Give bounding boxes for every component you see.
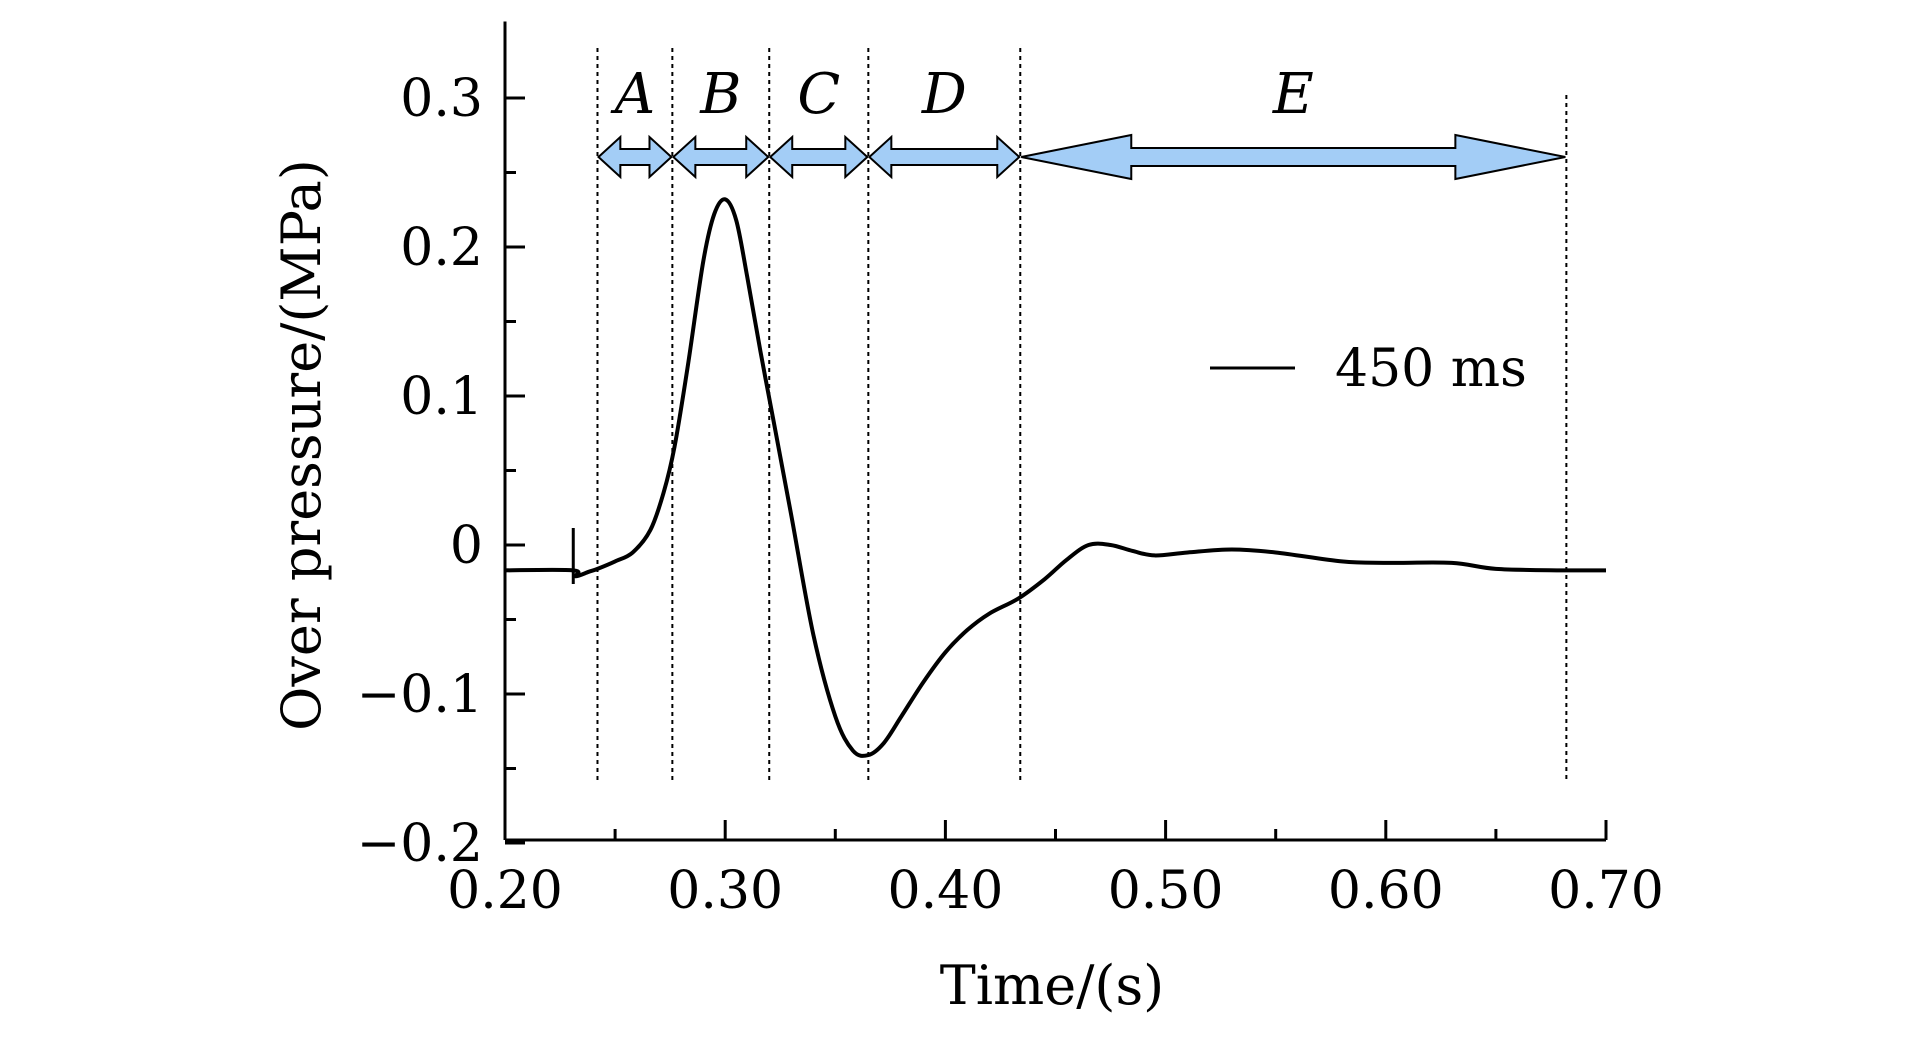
x-tick-label: 0.50 <box>1108 861 1224 921</box>
phase-label-b: B <box>699 62 741 127</box>
x-tick-label: 0.30 <box>667 861 783 921</box>
legend: 450 ms <box>1210 339 1527 399</box>
phase-arrow-d <box>867 134 1021 180</box>
axis-ticks: 0.20 0.30 0.40 0.50 0.60 0.70 −0.2 −0.1 0 0.1 0.2 0… <box>357 69 1664 921</box>
legend-label: 450 ms <box>1335 339 1527 399</box>
y-tick-label: 0.2 <box>400 218 483 278</box>
y-tick-label: 0 <box>450 516 483 576</box>
phase-label-c: C <box>797 62 840 127</box>
phase-arrows <box>597 133 1566 181</box>
phase-arrow-b <box>671 134 770 180</box>
y-axis-title: Over pressure/(MPa) <box>270 159 333 731</box>
phase-arrow-c <box>768 134 869 180</box>
y-tick-label: 0.1 <box>400 367 483 427</box>
x-axis-title: Time/(s) <box>940 954 1165 1017</box>
phase-arrow-e <box>1021 133 1566 181</box>
series-layer <box>504 197 1607 758</box>
phase-arrow-a <box>597 134 673 180</box>
x-tick-label: 0.20 <box>447 861 563 921</box>
series-line <box>504 197 1607 758</box>
y-tick-label: 0.3 <box>400 69 483 129</box>
phase-label-e: E <box>1272 62 1314 127</box>
axes <box>503 21 1606 842</box>
phase-boundary-lines <box>596 48 1568 782</box>
phase-label-d: D <box>921 62 967 127</box>
x-tick-label: 0.40 <box>888 861 1004 921</box>
y-tick-label: −0.2 <box>357 814 483 874</box>
y-tick-label: −0.1 <box>357 665 483 725</box>
phase-label-a: A <box>610 62 655 127</box>
x-tick-label: 0.70 <box>1548 861 1664 921</box>
x-tick-label: 0.60 <box>1328 861 1444 921</box>
